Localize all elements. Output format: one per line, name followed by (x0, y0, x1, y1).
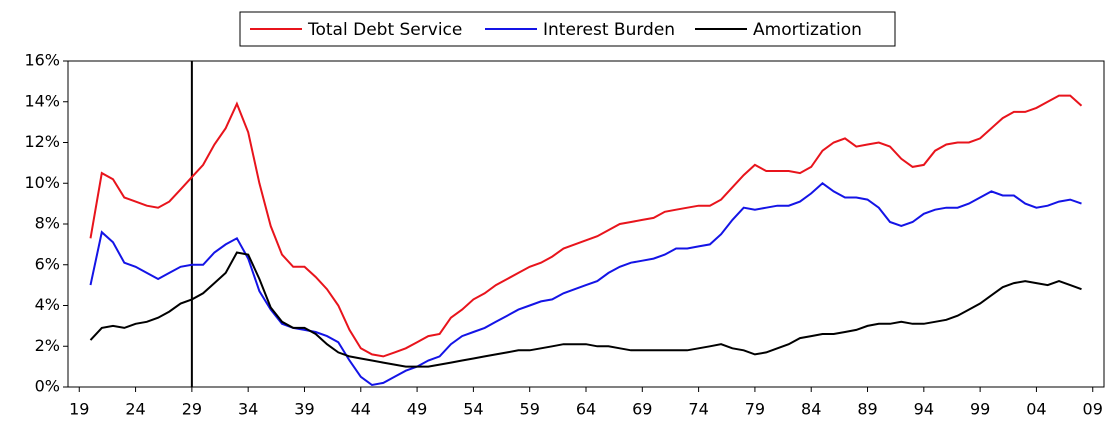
y-tick-label: 2% (35, 336, 60, 355)
legend (239, 11, 896, 47)
y-tick-label: 4% (35, 295, 60, 314)
legend-label: Total Debt Service (307, 20, 462, 40)
x-tick-label: 59 (520, 400, 540, 419)
x-tick-label: 24 (125, 400, 145, 419)
x-tick-label: 74 (688, 400, 708, 419)
x-tick-label: 84 (801, 400, 821, 419)
legend-label: Amortization (753, 20, 862, 40)
x-tick-label: 44 (351, 400, 371, 419)
y-tick-label: 16% (24, 51, 60, 70)
series-line (89, 251, 1082, 368)
y-tick-label: 0% (35, 377, 60, 396)
x-tick-label: 04 (1026, 400, 1046, 419)
y-tick-label: 8% (35, 214, 60, 233)
x-tick-label: 34 (238, 400, 258, 419)
x-tick-label: 69 (632, 400, 652, 419)
legend-label: Interest Burden (543, 20, 675, 40)
series-line (89, 94, 1083, 358)
x-tick-label: 54 (463, 400, 483, 419)
x-tick-label: 64 (576, 400, 596, 419)
y-tick-label: 12% (24, 132, 60, 151)
x-tick-label: 79 (745, 400, 765, 419)
x-tick-label: 94 (914, 400, 934, 419)
y-tick-label: 6% (35, 254, 60, 273)
x-tick-label: 99 (970, 400, 990, 419)
x-tick-label: 39 (294, 400, 314, 419)
series-line (89, 182, 1082, 387)
y-tick-label: 10% (24, 173, 60, 192)
x-tick-label: 09 (1083, 400, 1103, 419)
x-tick-label: 19 (69, 400, 89, 419)
y-tick-label: 14% (24, 91, 60, 110)
plot-area (67, 60, 1105, 388)
x-tick-label: 29 (182, 400, 202, 419)
x-tick-label: 89 (857, 400, 877, 419)
x-tick-label: 49 (407, 400, 427, 419)
